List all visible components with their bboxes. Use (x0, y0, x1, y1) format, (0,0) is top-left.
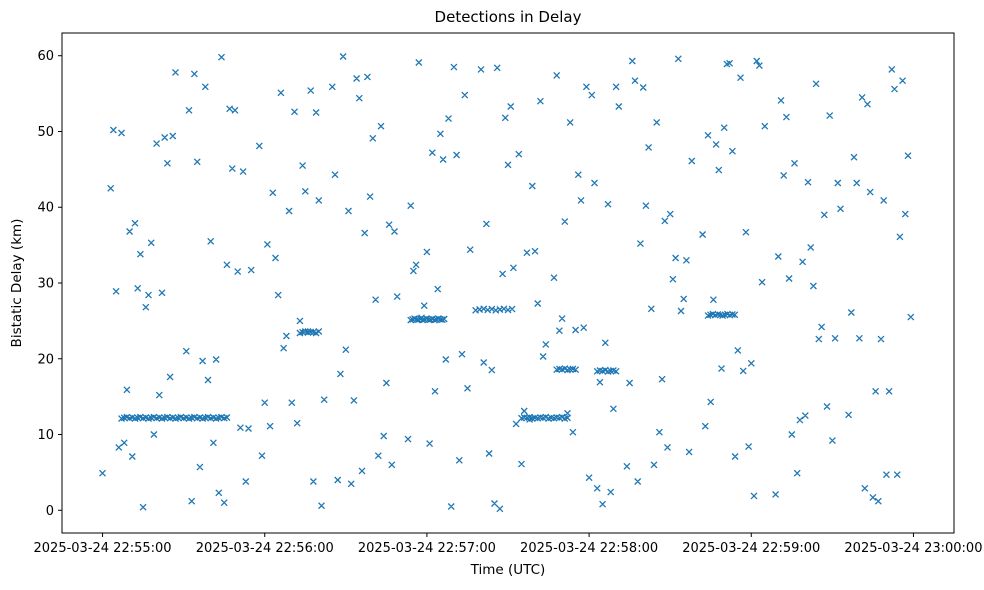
y-tick-label: 10 (37, 428, 54, 443)
x-tick-label: 2025-03-24 22:59:00 (682, 541, 820, 556)
scatter-points (99, 53, 915, 513)
y-tick-label: 20 (37, 352, 54, 367)
y-tick-label: 0 (46, 504, 54, 519)
y-tick-label: 60 (37, 49, 54, 64)
y-tick-label: 50 (37, 125, 54, 140)
plot-frame (61, 32, 955, 534)
x-tick-label: 2025-03-24 22:57:00 (358, 541, 496, 556)
x-axis-label: Time (UTC) (470, 562, 546, 578)
x-tick-label: 2025-03-24 22:56:00 (196, 541, 334, 556)
y-tick-label: 30 (37, 277, 54, 292)
x-tick-label: 2025-03-24 22:55:00 (34, 541, 172, 556)
y-tick-label: 40 (37, 201, 54, 216)
x-tick-label: 2025-03-24 22:58:00 (520, 541, 658, 556)
y-axis-label: Bistatic Delay (km) (9, 218, 25, 348)
chart-title: Detections in Delay (434, 8, 582, 26)
x-tick-label: 2025-03-24 23:00:00 (844, 541, 982, 556)
